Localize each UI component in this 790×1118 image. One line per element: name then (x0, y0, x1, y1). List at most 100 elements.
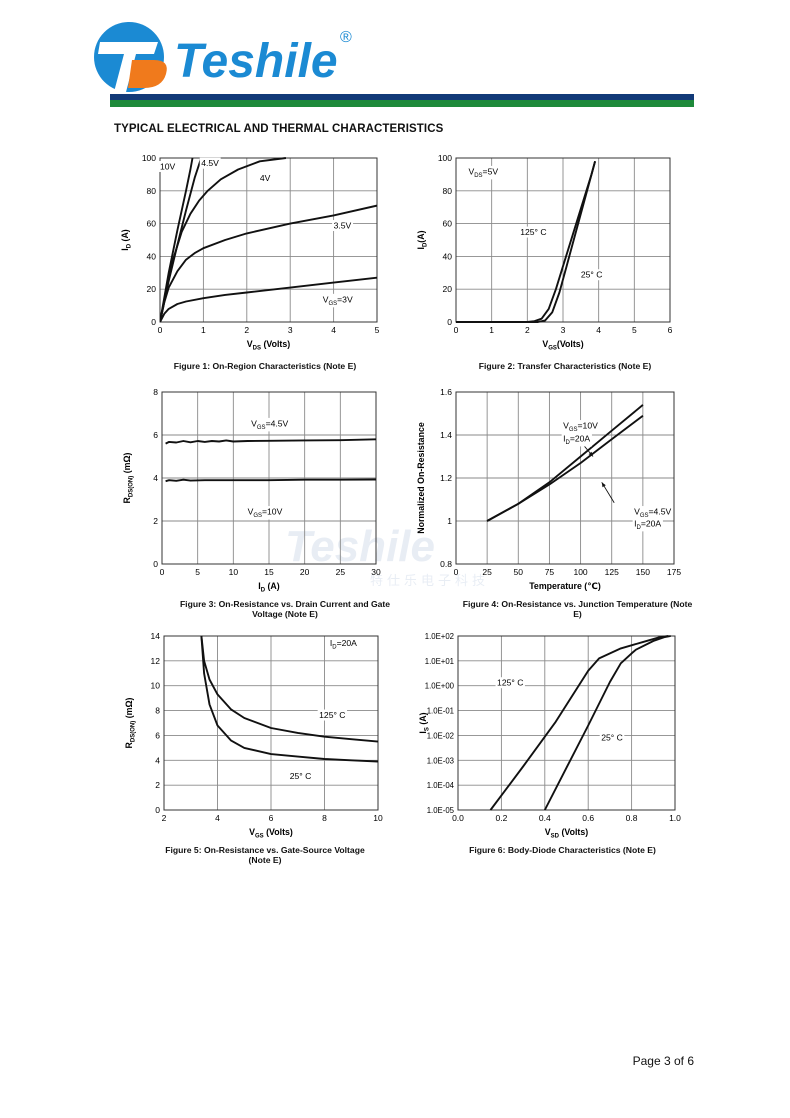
x-tick-label: 1 (489, 325, 494, 335)
y-tick-label: 12 (151, 656, 161, 666)
x-axis-label: Temperature (℃) (529, 581, 601, 591)
series-label: ID=20A (634, 518, 661, 531)
x-tick-label: 0.0 (452, 813, 464, 823)
y-tick-label: 0 (155, 805, 160, 815)
y-tick-label: 1.0E-05 (427, 806, 455, 815)
y-tick-label: 1.0E+01 (425, 657, 454, 666)
y-tick-label: 8 (155, 706, 160, 716)
brand-name: Teshile (174, 35, 338, 88)
series-label: 4.5V (201, 158, 219, 168)
x-tick-label: 25 (482, 567, 492, 577)
y-tick-label: 40 (443, 251, 453, 261)
label-background (328, 637, 359, 651)
y-tick-label: 6 (155, 730, 160, 740)
series-label: VGS=3V (323, 294, 353, 307)
y-tick-label: 60 (443, 219, 453, 229)
label-background (321, 293, 355, 308)
plot-frame (159, 157, 378, 323)
y-tick-label: 2 (155, 780, 160, 790)
x-tick-label: 2 (525, 325, 530, 335)
y-tick-label: 1 (447, 516, 452, 526)
x-tick-label: 75 (545, 567, 555, 577)
registered-mark: ® (340, 29, 352, 46)
caption-fig6: Figure 6: Body-Diode Characteristics (No… (469, 845, 656, 855)
y-tick-label: 0.8 (440, 559, 452, 569)
y-tick-label: 1.0E-04 (427, 781, 455, 790)
label-background (199, 157, 221, 169)
x-tick-label: 0 (454, 567, 459, 577)
x-tick-label: 20 (300, 567, 310, 577)
x-tick-label: 0.4 (539, 813, 551, 823)
series-label: 3.5V (334, 221, 352, 231)
y-tick-label: 1.6 (440, 387, 452, 397)
x-tick-label: 0 (454, 325, 459, 335)
x-tick-label: 0.6 (582, 813, 594, 823)
x-axis-label: VGS(Volts) (542, 339, 583, 352)
label-background (518, 226, 549, 238)
series-label: 125° C (319, 710, 345, 720)
label-background (495, 677, 525, 689)
series-line (165, 438, 376, 445)
series-label: VGS=4.5V (634, 507, 671, 520)
label-background (258, 172, 273, 184)
y-tick-label: 1.4 (440, 430, 452, 440)
y-tick-label: 60 (147, 219, 157, 229)
label-background (632, 517, 663, 532)
x-tick-label: 175 (667, 567, 681, 577)
x-axis-label: VSD (Volts) (545, 827, 588, 840)
label-background (246, 506, 285, 520)
series-label: 125° C (520, 227, 546, 237)
chart-fig4: 0 25 50 75 100 125 150 175 0.8 1 1.2 1.4 1.6 Temperat… (410, 382, 700, 607)
label-background (561, 420, 600, 434)
logo-mark-icon: Teshile ® (94, 22, 352, 92)
series-label: 10V (160, 161, 176, 171)
x-tick-label: 4 (596, 325, 601, 335)
y-tick-label: 14 (151, 631, 161, 641)
teshile-logo: Teshile ® (92, 20, 362, 98)
x-tick-label: 1.0 (669, 813, 681, 823)
y-axis-label: IS (A) (418, 712, 431, 733)
series-label: 125° C (497, 678, 523, 688)
x-tick-label: 0.8 (626, 813, 638, 823)
series-line (456, 161, 597, 323)
y-tick-label: 100 (142, 153, 156, 163)
y-tick-label: 4 (155, 755, 160, 765)
x-tick-label: 25 (336, 567, 346, 577)
series-label: VGS=4.5V (251, 418, 288, 431)
series-line (165, 478, 376, 483)
caption-fig3: Figure 3: On-Resistance vs. Drain Curren… (179, 599, 391, 619)
x-tick-label: 125 (605, 567, 619, 577)
chart-fig2: 0 1 2 3 4 5 6 0 20 40 60 80 100 VGS(Volts) ID(A) VDS=5V… (410, 148, 700, 373)
y-axis-label: ID (A) (120, 229, 133, 251)
label-background (317, 709, 348, 721)
x-tick-label: 30 (371, 567, 381, 577)
series-line (200, 635, 378, 743)
x-axis-label: VGS (Volts) (249, 827, 293, 840)
x-tick-label: 6 (668, 325, 673, 335)
label-background (561, 432, 592, 447)
label-background (579, 269, 604, 281)
series-line (200, 635, 378, 763)
x-tick-label: 50 (514, 567, 524, 577)
watermark-text: Teshile (285, 522, 435, 571)
x-axis-label: ID (A) (258, 581, 280, 594)
section-title: TYPICAL ELECTRICAL AND THERMAL CHARACTER… (114, 123, 444, 135)
plot-frame (163, 635, 379, 811)
series-label: ID=20A (563, 433, 590, 446)
y-axis-label: Normalized On-Resistance (416, 422, 426, 534)
y-tick-label: 20 (443, 284, 453, 294)
y-tick-label: 6 (153, 430, 158, 440)
series-label: ID=20A (330, 638, 357, 651)
x-tick-label: 0 (160, 567, 165, 577)
y-tick-label: 80 (147, 186, 157, 196)
series-label: 25° C (581, 270, 603, 280)
x-tick-label: 10 (373, 813, 383, 823)
y-tick-label: 1.0E+02 (425, 632, 454, 641)
series-label: 25° C (601, 732, 623, 742)
caption-fig4: Figure 4: On-Resistance vs. Junction Tem… (462, 599, 693, 619)
chart-fig5: 2 4 6 8 10 0 2 4 6 8 10 12 14 VGS (Volts) RDS(ON) (mΩ)… (110, 626, 400, 851)
x-tick-label: 1 (201, 325, 206, 335)
plot-frame (457, 635, 676, 811)
x-tick-label: 4 (331, 325, 336, 335)
series-label: VGS=10V (563, 421, 598, 434)
